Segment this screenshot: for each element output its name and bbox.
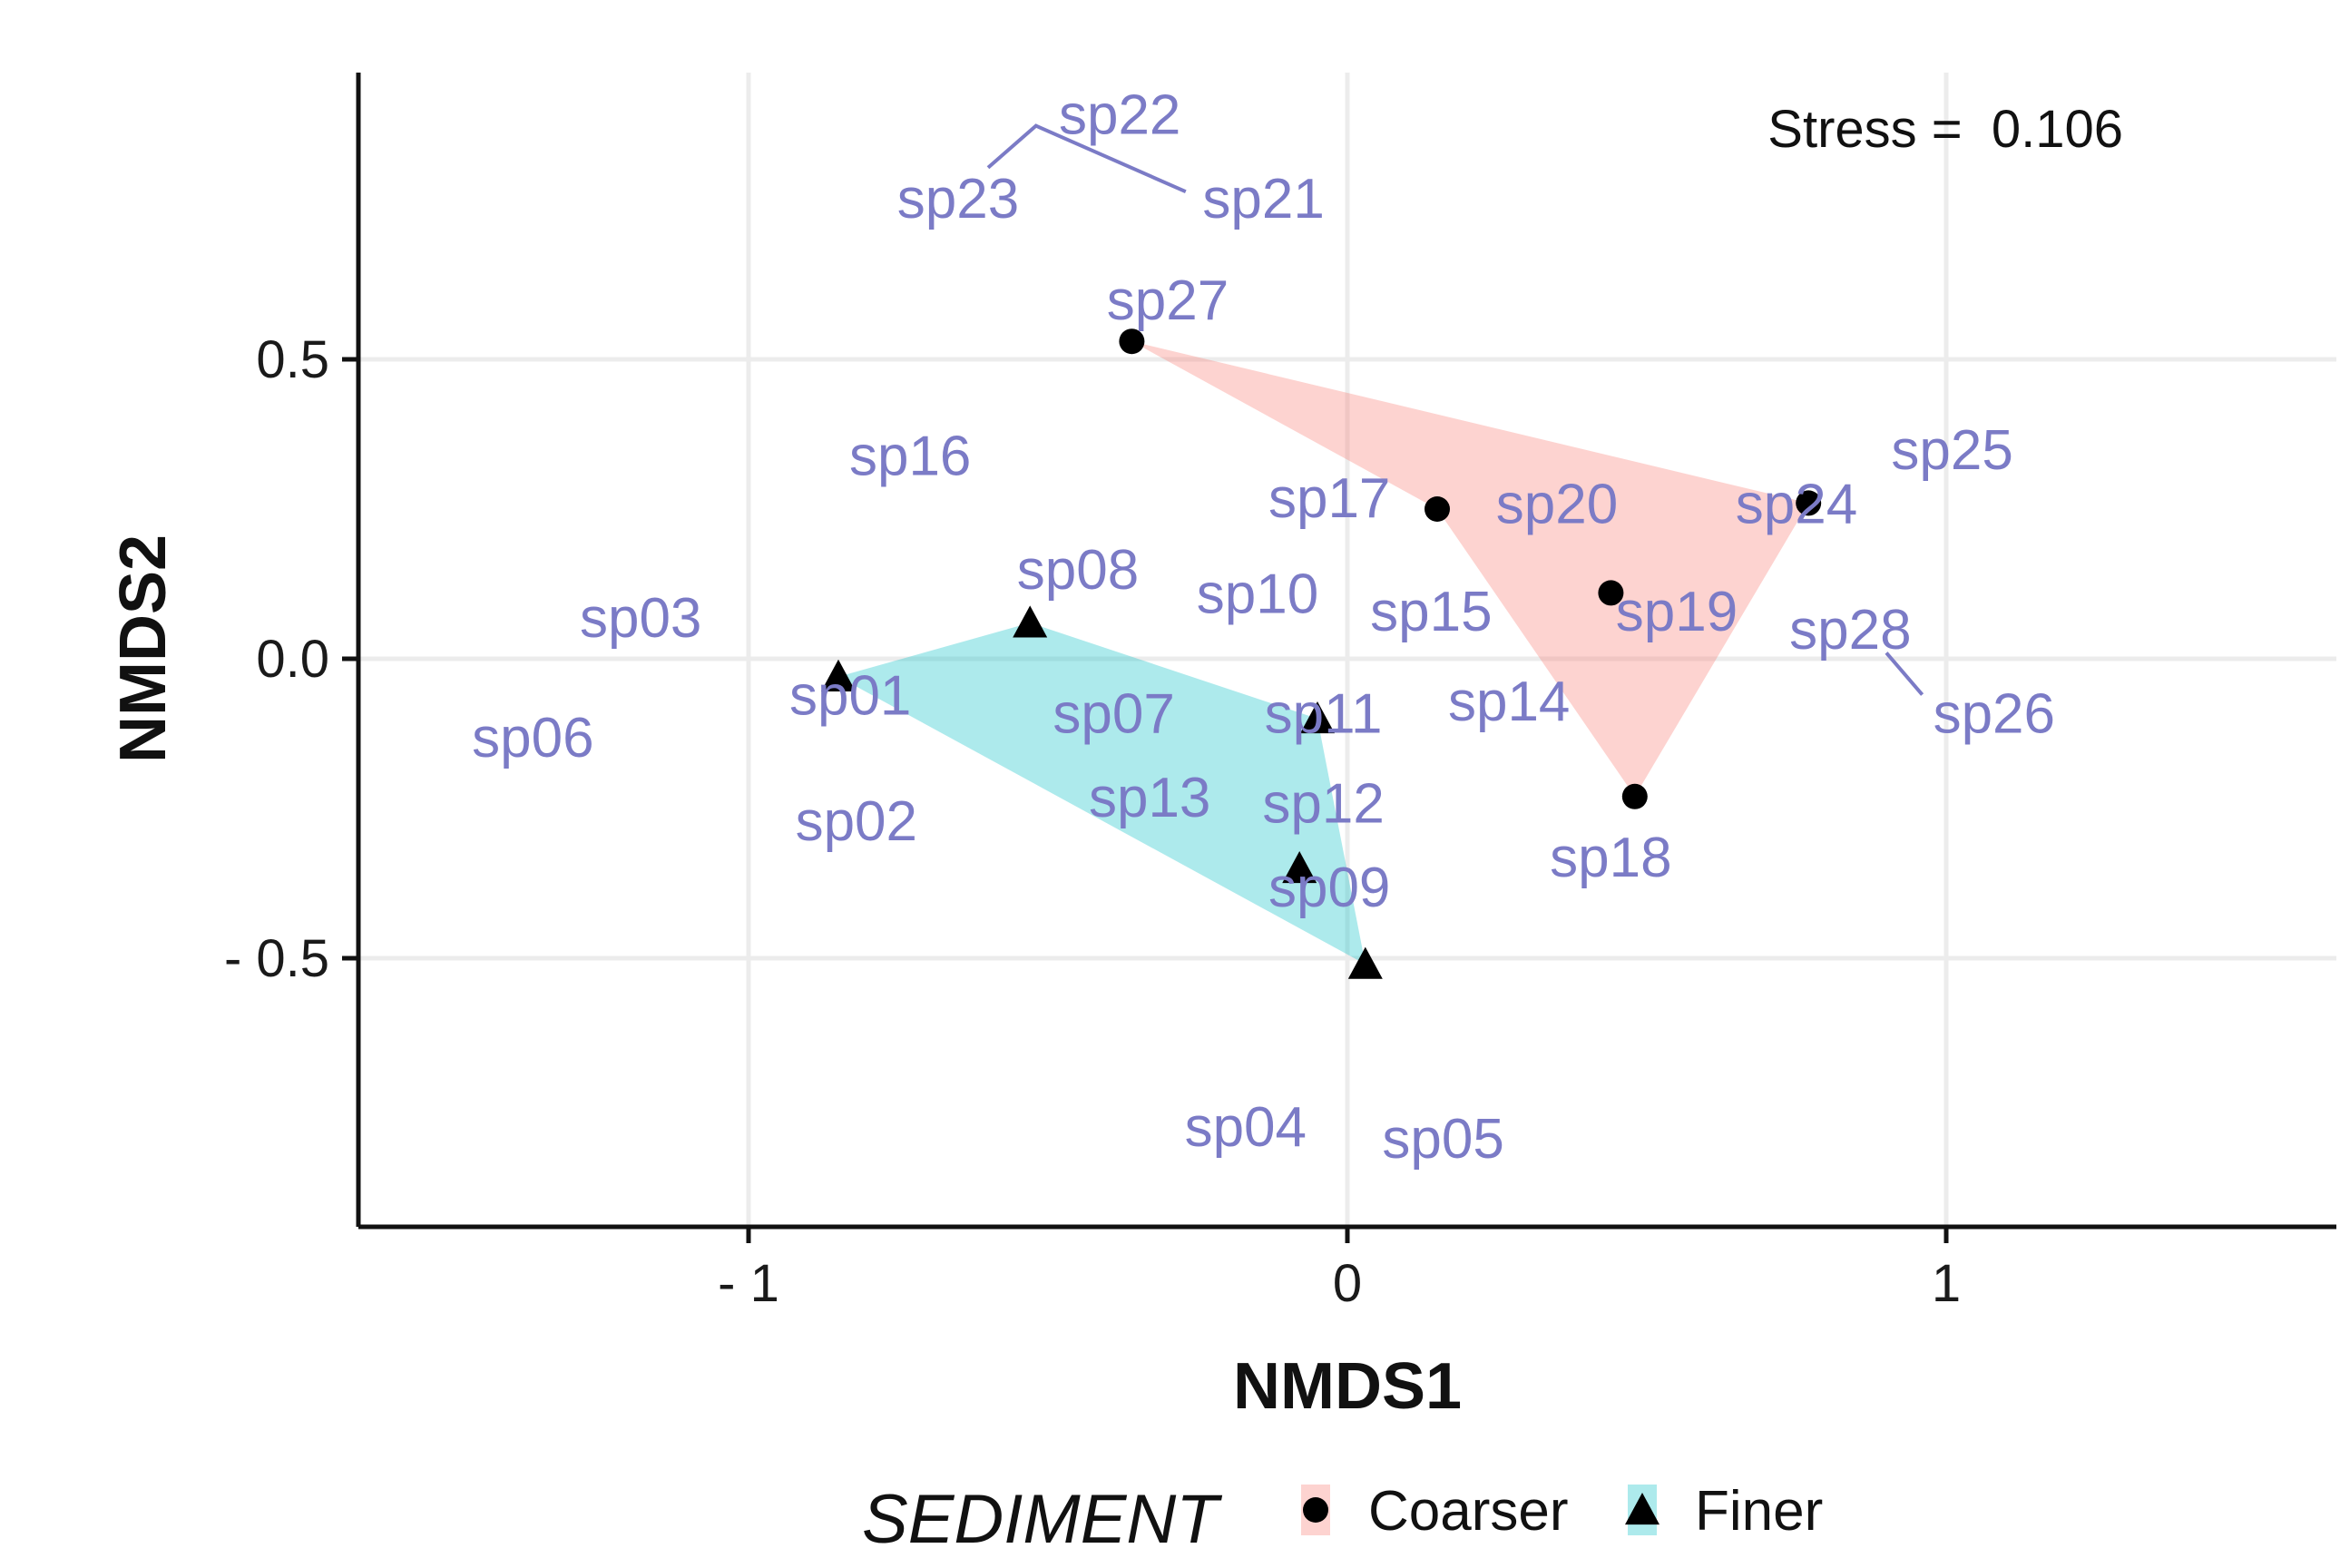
species-label: sp25 — [1891, 419, 2012, 482]
species-label: sp17 — [1268, 467, 1390, 530]
species-label: sp18 — [1550, 827, 1671, 889]
species-label: sp03 — [580, 587, 701, 650]
species-label: sp09 — [1268, 857, 1390, 919]
legend-marker-triangle — [1625, 1493, 1660, 1525]
hull-finer — [838, 622, 1366, 965]
species-label: sp01 — [789, 665, 911, 728]
group-hulls — [838, 341, 1809, 965]
species-label: sp06 — [472, 707, 593, 769]
label-connector — [1885, 652, 1924, 696]
species-label: sp04 — [1185, 1096, 1307, 1159]
y-tick-label: - 0.5 — [224, 929, 329, 988]
point-finer — [1013, 605, 1048, 638]
species-label: sp19 — [1616, 581, 1738, 643]
point-finer — [821, 659, 856, 691]
point-coarser — [1796, 490, 1822, 516]
legend-label-finer: Finer — [1695, 1480, 1823, 1543]
hull-coarser — [1131, 341, 1809, 797]
species-labels: sp22 sp23 sp21 sp27 sp16 sp25 sp17 sp20 sp24 sp08… — [472, 83, 2055, 1171]
point-coarser — [1621, 783, 1648, 809]
x-tick-label: - 1 — [718, 1254, 779, 1313]
point-coarser — [1425, 496, 1450, 522]
stress-annotation: Stress = 0.106 — [1767, 100, 2123, 159]
species-label: sp21 — [1202, 168, 1324, 230]
species-label: sp26 — [1934, 682, 2055, 745]
legend-title: SEDIMENT — [862, 1481, 1222, 1558]
y-axis-title: NMDS2 — [107, 534, 180, 763]
species-label: sp27 — [1107, 270, 1229, 332]
legend-label-coarser: Coarser — [1368, 1480, 1569, 1543]
label-connector — [986, 123, 1187, 194]
species-label: sp20 — [1496, 473, 1618, 535]
point-finer — [1282, 851, 1317, 884]
species-label: sp13 — [1089, 767, 1210, 829]
species-label: sp10 — [1197, 563, 1318, 625]
species-label: sp23 — [897, 168, 1019, 230]
sample-points — [821, 328, 1822, 979]
point-coarser — [1598, 580, 1624, 606]
point-coarser — [1119, 328, 1145, 355]
species-label: sp08 — [1017, 539, 1139, 602]
axis-ticks: - 1 0 1 0.5 0.0 - 0.5 — [224, 330, 1961, 1313]
legend-entries: Coarser Finer — [1301, 1480, 1823, 1543]
legend-marker-circle — [1303, 1497, 1328, 1523]
species-label: sp16 — [849, 426, 971, 488]
species-label: sp07 — [1053, 682, 1174, 745]
species-label: sp24 — [1736, 473, 1857, 535]
x-axis-title: NMDS1 — [1233, 1350, 1462, 1423]
species-label: sp15 — [1370, 581, 1492, 643]
species-label: sp02 — [796, 790, 917, 853]
x-tick-label: 1 — [1932, 1254, 1961, 1313]
species-label: sp14 — [1448, 671, 1570, 733]
legend: SEDIMENT Coarser Finer — [862, 1480, 1823, 1558]
label-connectors — [986, 123, 1924, 696]
species-label: sp22 — [1059, 83, 1180, 146]
grid-lines — [358, 73, 2336, 1227]
species-label: sp12 — [1262, 772, 1384, 835]
point-finer — [1347, 946, 1383, 979]
point-finer — [1300, 701, 1335, 734]
x-tick-label: 0 — [1333, 1254, 1362, 1313]
species-label: sp28 — [1789, 599, 1911, 662]
species-label: sp05 — [1382, 1108, 1503, 1171]
y-tick-label: 0.0 — [256, 630, 329, 689]
species-label: sp11 — [1265, 682, 1383, 745]
y-tick-label: 0.5 — [256, 330, 329, 389]
